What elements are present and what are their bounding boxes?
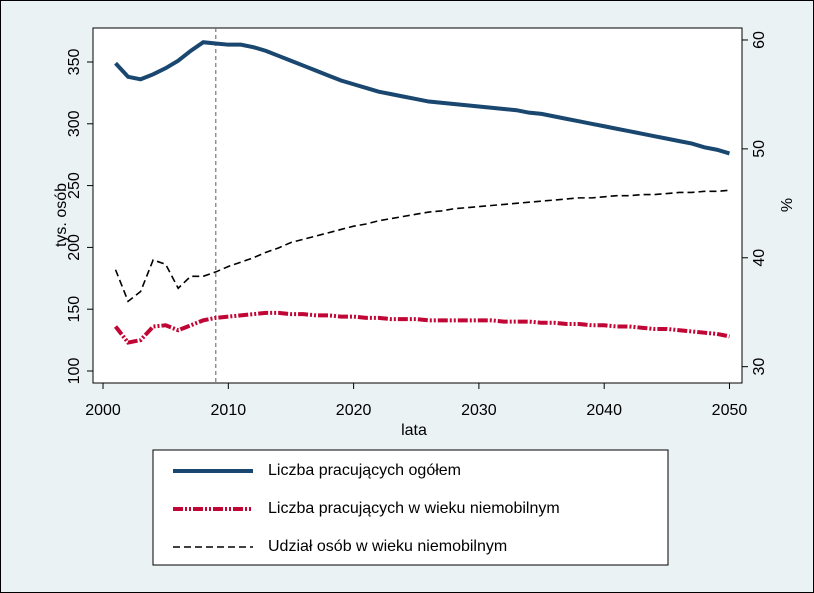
- y-axis-label: tys. osób: [53, 183, 70, 247]
- series-line: [114, 40, 731, 156]
- x-tick-label: 2030: [461, 402, 497, 419]
- y-tick-label: 350: [66, 49, 83, 76]
- series-line: [114, 189, 730, 303]
- legend-label: Udział osób w wieku niemobilnym: [268, 538, 507, 555]
- legend-label: Liczba pracujących w wieku niemobilnym: [268, 500, 560, 517]
- y2-axis-label: %: [779, 198, 796, 212]
- x-tick-label: 2010: [211, 402, 247, 419]
- y-tick-label: 150: [66, 296, 83, 323]
- x-tick-label: 2040: [586, 402, 622, 419]
- y2-tick-label: 40: [751, 249, 768, 267]
- y2-tick-label: 50: [751, 140, 768, 158]
- y-tick-label: 250: [66, 172, 83, 199]
- x-tick-label: 2020: [336, 402, 372, 419]
- series-line: [113, 310, 730, 345]
- x-axis-label: lata: [401, 422, 427, 439]
- x-tick-label: 2000: [85, 402, 121, 419]
- y2-tick-label: 30: [751, 358, 768, 376]
- legend-label: Liczba pracujących ogółem: [268, 462, 461, 479]
- y-tick-label: 100: [66, 358, 83, 385]
- x-tick-label: 2050: [712, 402, 748, 419]
- y-tick-label: 200: [66, 234, 83, 261]
- plot-area: [92, 27, 743, 384]
- y-tick-label: 300: [66, 110, 83, 137]
- y2-tick-label: 60: [751, 31, 768, 49]
